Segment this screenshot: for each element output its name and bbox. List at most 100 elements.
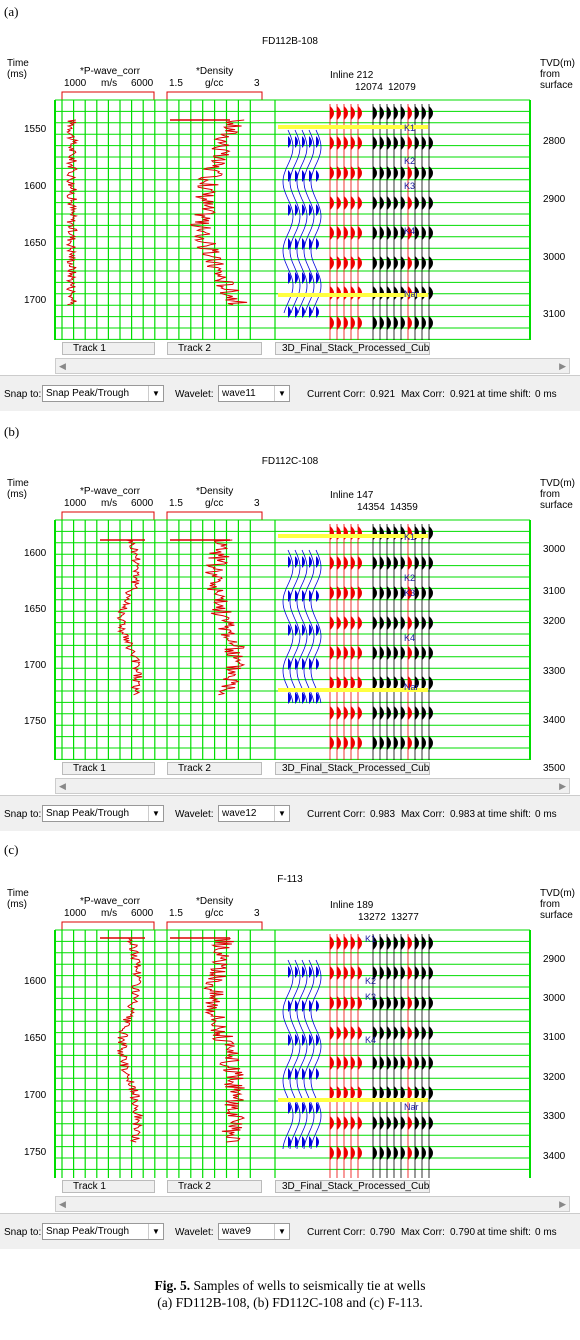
well-tie-plot: K1 K2 K3 K4 Nar — [54, 921, 531, 1178]
horizon-label-k4: K4 — [365, 1035, 376, 1045]
snap-to-dropdown[interactable]: Snap Peak/Trough ▼ — [42, 805, 164, 822]
tvd-tick-label: 3000 — [543, 252, 566, 263]
snap-to-label: Snap to: — [4, 389, 42, 400]
trace-number-b: 14359 — [390, 502, 418, 513]
pwave-scale-unit: m/s — [101, 498, 118, 509]
caption-line-1: Samples of wells to seismically tie at w… — [193, 1278, 426, 1293]
density-log-curve — [202, 937, 246, 1143]
max-corr-value: 0.983 — [450, 809, 476, 820]
horizon-highlight-line — [278, 688, 428, 692]
pwave-scale-max: 6000 — [131, 908, 154, 919]
density-scale-bracket — [166, 921, 263, 931]
current-corr-value: 0.983 — [370, 809, 396, 820]
scroll-left-arrow-icon[interactable]: ◀ — [59, 1199, 66, 1209]
pwave-scale-bracket — [61, 91, 155, 101]
time-tick-label: 1700 — [24, 1090, 47, 1101]
current-corr-label: Current Corr: — [307, 1227, 366, 1238]
caption-fig-number: Fig. 5. — [154, 1278, 191, 1293]
wavelet-dropdown[interactable]: wave9 ▼ — [218, 1223, 290, 1240]
time-shift-value: 0 ms — [535, 809, 557, 820]
seismic-traces — [329, 104, 433, 340]
well-tie-plot: K1 K2 K3 K4 Nar — [54, 511, 531, 760]
time-axis-label: Time — [7, 478, 29, 489]
time-tick-label: 1650 — [24, 604, 47, 615]
horizon-label-k2: K2 — [404, 573, 415, 583]
scroll-right-arrow-icon[interactable]: ▶ — [559, 781, 566, 791]
tvd-axis-from: from — [540, 489, 560, 500]
max-corr-label: Max Corr: — [401, 1227, 445, 1238]
horizon-label-nar: Nar — [404, 682, 419, 692]
time-tick-label: 1700 — [24, 295, 47, 306]
time-shift-label: at time shift: — [477, 1227, 531, 1238]
tvd-axis-surface: surface — [540, 910, 573, 921]
time-axis-label: Time — [7, 888, 29, 899]
chevron-down-icon[interactable]: ▼ — [274, 806, 289, 821]
snap-to-dropdown[interactable]: Snap Peak/Trough ▼ — [42, 385, 164, 402]
tvd-axis-label: TVD(m) — [540, 58, 575, 69]
time-tick-label: 1650 — [24, 1033, 47, 1044]
density-track-title: *Density — [196, 66, 234, 77]
horizon-label-k3: K3 — [404, 181, 415, 191]
synthetic-traces — [282, 549, 322, 704]
horizontal-scrollbar[interactable]: ◀ ▶ — [55, 358, 570, 374]
track-3-label: 3D_Final_Stack_Processed_Cube — [275, 342, 430, 355]
time-axis-unit: (ms) — [7, 69, 27, 80]
horizontal-scrollbar[interactable]: ◀ ▶ — [55, 778, 570, 794]
density-scale-bracket — [166, 511, 263, 521]
scroll-left-arrow-icon[interactable]: ◀ — [59, 781, 66, 791]
chevron-down-icon[interactable]: ▼ — [148, 1224, 163, 1239]
horizontal-grid — [55, 929, 530, 1170]
chevron-down-icon[interactable]: ▼ — [148, 386, 163, 401]
seismic-traces — [329, 934, 433, 1178]
snap-to-value: Snap Peak/Trough — [46, 1226, 130, 1237]
panel-a-label: (a) — [4, 4, 19, 19]
time-tick-label: 1650 — [24, 238, 47, 249]
chevron-down-icon[interactable]: ▼ — [148, 806, 163, 821]
horizon-label-k1: K1 — [404, 532, 415, 542]
synthetic-traces — [282, 959, 322, 1150]
pwave-log-curve — [116, 539, 143, 696]
panel-c-label: (c) — [4, 842, 19, 857]
tvd-tick-label: 2900 — [543, 194, 566, 205]
horizon-label-k4: K4 — [404, 633, 415, 643]
horizontal-scrollbar[interactable]: ◀ ▶ — [55, 1196, 570, 1212]
tvd-tick-label: 3200 — [543, 1072, 566, 1083]
wavelet-value: wave11 — [222, 388, 256, 399]
chevron-down-icon[interactable]: ▼ — [274, 386, 289, 401]
time-tick-label: 1600 — [24, 181, 47, 192]
tvd-tick-label: 3300 — [543, 1111, 566, 1122]
panel-b-label: (b) — [4, 424, 20, 439]
inline-number: Inline 147 — [330, 490, 374, 501]
snap-to-value: Snap Peak/Trough — [46, 808, 130, 819]
time-tick-label: 1550 — [24, 124, 47, 135]
track-1-grid — [61, 100, 156, 340]
synthetic-traces — [282, 129, 322, 318]
time-shift-label: at time shift: — [477, 389, 531, 400]
snap-to-dropdown[interactable]: Snap Peak/Trough ▼ — [42, 1223, 164, 1240]
pwave-track-title: *P-wave_corr — [80, 486, 141, 497]
scroll-right-arrow-icon[interactable]: ▶ — [559, 361, 566, 371]
seismic-traces — [329, 524, 433, 760]
horizon-label-k4: K4 — [404, 226, 415, 236]
pwave-track-title: *P-wave_corr — [80, 896, 141, 907]
scroll-right-arrow-icon[interactable]: ▶ — [559, 1199, 566, 1209]
horizon-label-k3: K3 — [404, 588, 415, 598]
track-1-grid — [61, 930, 156, 1178]
max-corr-value: 0.790 — [450, 1227, 476, 1238]
scroll-left-arrow-icon[interactable]: ◀ — [59, 361, 66, 371]
tvd-tick-label: 3000 — [543, 993, 566, 1004]
well-tie-panel-b: FD112C-108 Time (ms) TVD(m) from surface *P-wa… — [0, 450, 580, 831]
current-corr-value: 0.790 — [370, 1227, 396, 1238]
wavelet-dropdown[interactable]: wave11 ▼ — [218, 385, 290, 402]
pwave-scale-bracket — [61, 511, 155, 521]
density-scale-max: 3 — [254, 78, 260, 89]
wavelet-dropdown[interactable]: wave12 ▼ — [218, 805, 290, 822]
tvd-tick-label: 3100 — [543, 586, 566, 597]
track-1-label: Track 1 — [62, 1180, 155, 1193]
chevron-down-icon[interactable]: ▼ — [274, 1224, 289, 1239]
wavelet-value: wave9 — [222, 1226, 251, 1237]
horizon-label-nar: Nar — [404, 1102, 419, 1112]
density-scale-bracket — [166, 91, 263, 101]
max-corr-label: Max Corr: — [401, 809, 445, 820]
trace-number-a: 13272 — [358, 912, 386, 923]
